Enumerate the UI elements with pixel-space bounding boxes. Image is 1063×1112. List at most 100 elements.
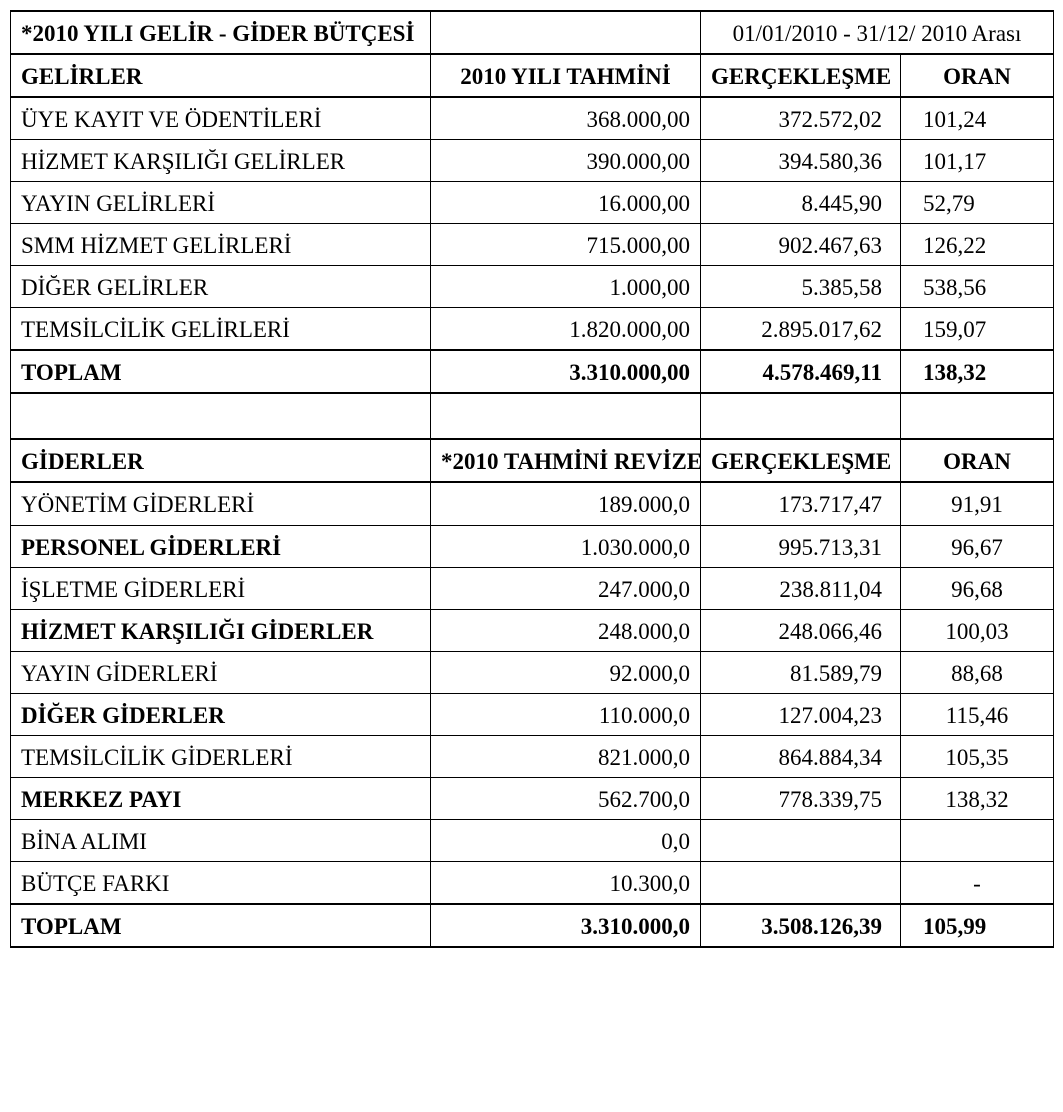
income-total-ratio: 138,32 bbox=[901, 350, 1054, 393]
income-total-estimate: 3.310.000,00 bbox=[431, 350, 701, 393]
expense-row: BİNA ALIMI0,0 bbox=[11, 819, 1054, 861]
expense-row-actual: 127.004,23 bbox=[701, 693, 901, 735]
expense-row-ratio: 96,68 bbox=[901, 567, 1054, 609]
expense-total-row: TOPLAM3.310.000,03.508.126,39105,99 bbox=[11, 904, 1054, 947]
expense-row-label: DİĞER GİDERLER bbox=[11, 693, 431, 735]
date-range: 01/01/2010 - 31/12/ 2010 Arası bbox=[701, 11, 1054, 54]
expense-row-label: YÖNETİM GİDERLERİ bbox=[11, 482, 431, 525]
expense-row-actual: 81.589,79 bbox=[701, 651, 901, 693]
expense-row-label: MERKEZ PAYI bbox=[11, 777, 431, 819]
expense-row-estimate: 92.000,0 bbox=[431, 651, 701, 693]
income-row-ratio: 52,79 bbox=[901, 182, 1054, 224]
spacer-cell bbox=[901, 393, 1054, 439]
income-row-ratio: 101,17 bbox=[901, 140, 1054, 182]
income-total-actual: 4.578.469,11 bbox=[701, 350, 901, 393]
expense-row-estimate: 1.030.000,0 bbox=[431, 525, 701, 567]
expense-row-ratio: 88,68 bbox=[901, 651, 1054, 693]
expense-header-row: GİDERLER*2010 TAHMİNİ REVİZEGERÇEKLEŞMEO… bbox=[11, 439, 1054, 482]
expense-row-label: HİZMET KARŞILIĞI GİDERLER bbox=[11, 609, 431, 651]
income-row-actual: 8.445,90 bbox=[701, 182, 901, 224]
expense-row-actual: 995.713,31 bbox=[701, 525, 901, 567]
expense-row: HİZMET KARŞILIĞI GİDERLER248.000,0248.06… bbox=[11, 609, 1054, 651]
expense-row-actual: 173.717,47 bbox=[701, 482, 901, 525]
income-row-actual: 902.467,63 bbox=[701, 224, 901, 266]
expense-row-estimate: 562.700,0 bbox=[431, 777, 701, 819]
expense-row-estimate: 0,0 bbox=[431, 819, 701, 861]
income-header-label: GELİRLER bbox=[11, 54, 431, 97]
spacer-cell bbox=[701, 393, 901, 439]
expense-row-estimate: 10.300,0 bbox=[431, 861, 701, 904]
expense-header-ratio: ORAN bbox=[901, 439, 1054, 482]
expense-row-estimate: 189.000,0 bbox=[431, 482, 701, 525]
expense-row-label: BİNA ALIMI bbox=[11, 819, 431, 861]
spacer-row bbox=[11, 393, 1054, 439]
income-row-estimate: 1.000,00 bbox=[431, 266, 701, 308]
expense-row-actual: 778.339,75 bbox=[701, 777, 901, 819]
spacer-cell bbox=[11, 393, 431, 439]
income-row-actual: 5.385,58 bbox=[701, 266, 901, 308]
income-row: SMM HİZMET GELİRLERİ715.000,00902.467,63… bbox=[11, 224, 1054, 266]
expense-row-label: PERSONEL GİDERLERİ bbox=[11, 525, 431, 567]
income-row: HİZMET KARŞILIĞI GELİRLER390.000,00394.5… bbox=[11, 140, 1054, 182]
income-row-estimate: 715.000,00 bbox=[431, 224, 701, 266]
expense-row-actual: 864.884,34 bbox=[701, 735, 901, 777]
income-row-actual: 2.895.017,62 bbox=[701, 308, 901, 351]
expense-row: DİĞER GİDERLER110.000,0127.004,23115,46 bbox=[11, 693, 1054, 735]
income-row-ratio: 101,24 bbox=[901, 97, 1054, 140]
income-row-actual: 372.572,02 bbox=[701, 97, 901, 140]
expense-row-actual bbox=[701, 819, 901, 861]
expense-total-estimate: 3.310.000,0 bbox=[431, 904, 701, 947]
expense-row-actual bbox=[701, 861, 901, 904]
expense-row-ratio: - bbox=[901, 861, 1054, 904]
income-row-estimate: 368.000,00 bbox=[431, 97, 701, 140]
expense-row-actual: 238.811,04 bbox=[701, 567, 901, 609]
expense-row: YÖNETİM GİDERLERİ189.000,0173.717,4791,9… bbox=[11, 482, 1054, 525]
expense-row: TEMSİLCİLİK GİDERLERİ821.000,0864.884,34… bbox=[11, 735, 1054, 777]
expense-header-estimate: *2010 TAHMİNİ REVİZE bbox=[431, 439, 701, 482]
expense-row-estimate: 247.000,0 bbox=[431, 567, 701, 609]
income-row-estimate: 390.000,00 bbox=[431, 140, 701, 182]
income-row: TEMSİLCİLİK GELİRLERİ1.820.000,002.895.0… bbox=[11, 308, 1054, 351]
income-row-ratio: 126,22 bbox=[901, 224, 1054, 266]
expense-header-actual: GERÇEKLEŞME bbox=[701, 439, 901, 482]
income-row-estimate: 16.000,00 bbox=[431, 182, 701, 224]
expense-row: PERSONEL GİDERLERİ1.030.000,0995.713,319… bbox=[11, 525, 1054, 567]
expense-row-estimate: 248.000,0 bbox=[431, 609, 701, 651]
expense-row-ratio: 105,35 bbox=[901, 735, 1054, 777]
expense-row-ratio bbox=[901, 819, 1054, 861]
expense-row-estimate: 110.000,0 bbox=[431, 693, 701, 735]
expense-row: İŞLETME GİDERLERİ247.000,0238.811,0496,6… bbox=[11, 567, 1054, 609]
title-row: *2010 YILI GELİR - GİDER BÜTÇESİ 01/01/20… bbox=[11, 11, 1054, 54]
expense-row-ratio: 91,91 bbox=[901, 482, 1054, 525]
income-row-label: HİZMET KARŞILIĞI GELİRLER bbox=[11, 140, 431, 182]
expense-row-label: BÜTÇE FARKI bbox=[11, 861, 431, 904]
income-header-actual: GERÇEKLEŞME bbox=[701, 54, 901, 97]
income-row-label: TEMSİLCİLİK GELİRLERİ bbox=[11, 308, 431, 351]
expense-row: YAYIN GİDERLERİ92.000,081.589,7988,68 bbox=[11, 651, 1054, 693]
expense-row-label: İŞLETME GİDERLERİ bbox=[11, 567, 431, 609]
expense-total-actual: 3.508.126,39 bbox=[701, 904, 901, 947]
budget-table: *2010 YILI GELİR - GİDER BÜTÇESİ 01/01/20… bbox=[10, 10, 1054, 948]
empty-cell bbox=[431, 11, 701, 54]
income-row-label: DİĞER GELİRLER bbox=[11, 266, 431, 308]
expense-row-label: YAYIN GİDERLERİ bbox=[11, 651, 431, 693]
expense-row-ratio: 100,03 bbox=[901, 609, 1054, 651]
expense-row-estimate: 821.000,0 bbox=[431, 735, 701, 777]
income-header-ratio: ORAN bbox=[901, 54, 1054, 97]
income-row: ÜYE KAYIT VE ÖDENTİLERİ368.000,00372.572… bbox=[11, 97, 1054, 140]
expense-row-actual: 248.066,46 bbox=[701, 609, 901, 651]
income-row-label: ÜYE KAYIT VE ÖDENTİLERİ bbox=[11, 97, 431, 140]
expense-header-label: GİDERLER bbox=[11, 439, 431, 482]
spacer-cell bbox=[431, 393, 701, 439]
expense-row: MERKEZ PAYI562.700,0778.339,75138,32 bbox=[11, 777, 1054, 819]
expense-row-ratio: 96,67 bbox=[901, 525, 1054, 567]
income-row-ratio: 538,56 bbox=[901, 266, 1054, 308]
income-total-row: TOPLAM3.310.000,004.578.469,11138,32 bbox=[11, 350, 1054, 393]
income-row-actual: 394.580,36 bbox=[701, 140, 901, 182]
income-header-row: GELİRLER2010 YILI TAHMİNİGERÇEKLEŞMEORAN bbox=[11, 54, 1054, 97]
income-row: DİĞER GELİRLER1.000,005.385,58538,56 bbox=[11, 266, 1054, 308]
income-row: YAYIN GELİRLERİ16.000,008.445,9052,79 bbox=[11, 182, 1054, 224]
report-title: *2010 YILI GELİR - GİDER BÜTÇESİ bbox=[11, 11, 431, 54]
expense-row-label: TEMSİLCİLİK GİDERLERİ bbox=[11, 735, 431, 777]
income-row-ratio: 159,07 bbox=[901, 308, 1054, 351]
